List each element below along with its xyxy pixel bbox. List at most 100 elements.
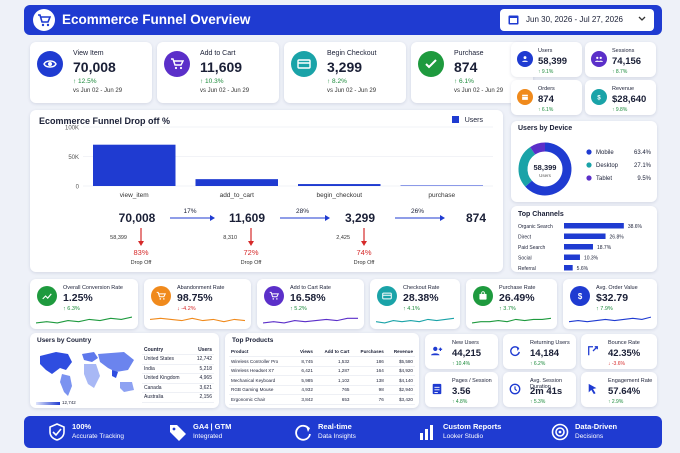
metric-card-abandonment-rate: Abandonment Rate 98.75% ↓ -4.2%	[144, 279, 251, 329]
footer-title: Real-time	[318, 422, 352, 431]
kpi-comparison: vs Jun 02 - Jun 29	[73, 88, 123, 94]
metric-card-purchase-rate: Purchase Rate 26.49% ↑ 3.7%	[466, 279, 557, 329]
sparkline-path	[569, 316, 651, 323]
refresh-icon	[509, 344, 521, 357]
legend-swatch	[451, 116, 459, 123]
sparkline-path	[376, 317, 454, 324]
metric-label: Purchase Rate	[499, 285, 536, 291]
country-table: Country Users United States 12,742 India 5,2…	[142, 345, 214, 403]
table-row: Wireless Controller Pro 8,745 1,532 186 $5,5…	[229, 356, 415, 367]
conversion-rate: 17%	[183, 208, 196, 215]
stat-change: ↑ 6.2%	[530, 361, 546, 367]
kpi-card-add-to-cart: Add to Cart 11,609 ↑ 10.3% vs Jun 02 - Jun …	[157, 42, 279, 103]
table-row: United States 12,742	[142, 354, 214, 365]
dollar-icon: $	[591, 89, 607, 105]
channel-percent: 5.6%	[577, 266, 589, 272]
mini-kpi-label: Revenue	[612, 86, 635, 92]
mini-kpi-value: 74,156	[612, 56, 642, 67]
stat-value: 42.35%	[608, 348, 641, 359]
metric-value: 98.75%	[177, 292, 213, 304]
mini-kpi-orders: Orders 874 ↑ 6.1%	[511, 80, 582, 115]
stat-value: 2m 41s	[530, 386, 563, 397]
stat-value: 3.56	[452, 386, 471, 397]
clock-icon	[509, 382, 521, 395]
country-users: 3,621	[190, 383, 214, 393]
channel-label: Referral	[518, 266, 536, 272]
sparkline	[376, 317, 454, 324]
sparkline-path	[150, 317, 245, 323]
device-label: Mobile	[596, 150, 614, 156]
channel-percent: 10.3%	[584, 256, 599, 262]
products-cell: Wireless Headset X7	[229, 366, 294, 376]
kpi-card-view-item: View Item 70,008 ↑ 12.5% vs Jun 02 - Jun 29	[30, 42, 152, 103]
products-cell: $4,920	[385, 366, 415, 376]
card-icon	[291, 51, 317, 77]
products-cell: 1,532	[314, 356, 352, 367]
products-cell: 4,932	[293, 385, 315, 395]
products-cell: 76	[351, 394, 386, 405]
products-cell: $2,940	[385, 385, 415, 395]
sparkline-path	[263, 317, 358, 324]
footer-subtitle: Data Insights	[318, 433, 356, 440]
drop-arrow-head-icon	[138, 241, 144, 246]
funnel-step-drop-count: 8,310	[223, 235, 237, 241]
stat-card-avg-session-duration: Avg. Session Duration 2m 41s ↑ 5.3%	[503, 372, 576, 407]
page-title: Ecommerce Funnel Overview	[62, 12, 251, 27]
stat-label: New Users	[452, 340, 479, 346]
conversion-rate: 28%	[296, 208, 309, 215]
products-cell: 1,102	[314, 375, 352, 386]
metric-value: $32.79	[596, 292, 629, 304]
x-tick-label: view_item	[120, 192, 149, 199]
products-table: Product Views Add to Cart Purchases Revenue W…	[229, 347, 415, 405]
table-row: United Kingdom 4,965	[142, 373, 214, 384]
mini-kpi-revenue: $ Revenue $28,640 ↑ 9.8%	[585, 80, 656, 115]
sparkline	[263, 317, 358, 324]
world-map-icon	[40, 352, 134, 396]
products-cell: 98	[351, 385, 386, 395]
header-bar: Ecommerce Funnel Overview Jun 30, 2026 -…	[24, 5, 662, 35]
table-row: Wireless Headset X7 6,421 1,287 164 $4,920	[229, 366, 415, 376]
date-range-text: Jun 30, 2026 - Jul 27, 2026	[526, 15, 623, 24]
channel-bar	[564, 254, 580, 260]
kpi-value: 874	[454, 59, 478, 75]
products-col-header: Product	[229, 347, 294, 357]
channel-label: Social	[518, 256, 532, 262]
date-range-picker[interactable]: Jun 30, 2026 - Jul 27, 2026	[500, 9, 654, 31]
channel-percent: 26.8%	[610, 235, 625, 241]
conversion-arrow-head-icon	[440, 215, 445, 221]
stat-label: Pages / Session	[452, 378, 492, 384]
footer-title: 100%	[72, 422, 92, 431]
stat-value: 44,215	[452, 348, 482, 359]
channels-title: Top Channels	[518, 211, 564, 218]
kpi-comparison: vs Jun 02 - Jun 29	[454, 88, 504, 94]
bounce-icon	[587, 344, 599, 356]
mini-kpi-users: Users 58,399 ↑ 9.1%	[511, 42, 582, 77]
funnel-bar-add_to_cart	[195, 179, 278, 186]
funnel-step-drop-count: 2,425	[336, 235, 350, 241]
stat-value: 14,184	[530, 348, 560, 359]
check-icon	[418, 51, 444, 77]
footer-feature-2: GA4 | GTM Integrated	[169, 420, 284, 444]
mini-kpi-label: Users	[538, 48, 553, 54]
x-tick-label: begin_checkout	[316, 192, 362, 199]
users-icon	[517, 51, 533, 67]
kpi-change: ↑ 6.1%	[454, 78, 474, 85]
device-label: Tablet	[596, 176, 612, 182]
kpi-card-begin-checkout: Begin Checkout 3,299 ↑ 8.2% vs Jun 02 - Jun…	[284, 42, 406, 103]
stat-card-bounce-rate: Bounce Rate 42.35% ↓ -3.6%	[581, 334, 657, 369]
products-cell: $4,140	[385, 375, 415, 386]
drop-arrow-head-icon	[361, 241, 367, 246]
cart-icon	[264, 286, 284, 306]
donut-slice-mobile	[525, 142, 572, 196]
country-name: Canada	[142, 383, 191, 393]
country-users: 4,965	[190, 373, 214, 384]
x-tick-label: purchase	[428, 192, 455, 199]
products-col-header: Add to Cart	[314, 347, 352, 357]
country-card: Users by Country 12,742 Country Users Uni…	[30, 333, 219, 408]
chevron-down-icon	[638, 16, 646, 21]
products-col-header: Purchases	[351, 347, 386, 357]
stat-card-pages-session: Pages / Session 3.56 ↑ 4.8%	[425, 372, 498, 407]
eye-icon	[37, 51, 63, 77]
sparkline	[36, 316, 132, 324]
